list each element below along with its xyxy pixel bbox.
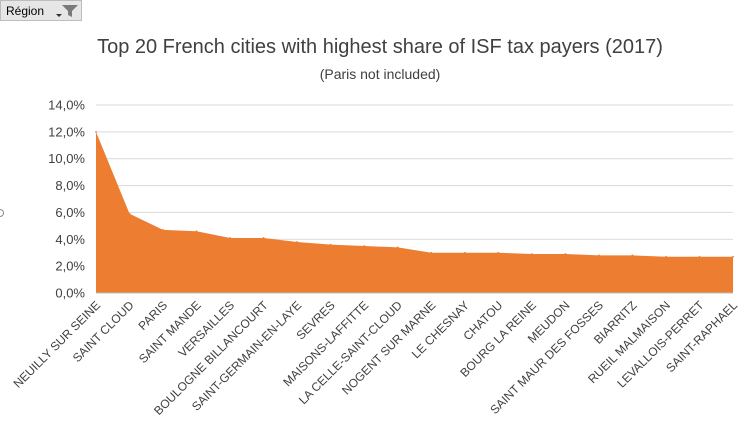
data-point [229,237,232,239]
data-point [530,253,533,255]
filter-funnel-icon [62,5,78,17]
data-point [665,255,667,258]
chart-subtitle: (Paris not included) [319,66,441,82]
y-tick-label: 10,0% [48,151,85,166]
data-point [463,251,466,254]
y-tick-label: 14,0% [48,98,85,113]
data-point [95,130,97,133]
data-point [430,251,433,254]
data-point [128,212,131,215]
x-tick-label: SAINT CLOUD [70,298,137,365]
data-point [396,246,399,249]
region-filter-label: Région [6,3,45,18]
data-point [329,243,332,246]
data-point [631,254,634,257]
data-point [497,251,500,254]
chart-title: Top 20 French cities with highest share … [97,36,663,58]
data-point [296,241,299,243]
data-point [162,228,164,231]
data-point [698,255,701,258]
y-tick-label: 12,0% [48,124,85,139]
region-filter-button[interactable]: Région [0,0,82,21]
area-series [96,131,733,293]
data-point [732,255,734,258]
data-point [195,230,198,233]
y-tick-label: 2,0% [55,259,85,274]
y-tick-label: 6,0% [55,205,85,220]
data-point [564,253,567,255]
y-tick-label: 4,0% [55,232,85,247]
data-point [363,245,366,247]
dropdown-arrow-icon [56,14,62,17]
data-point [597,254,600,257]
data-point [262,237,265,239]
y-tick-label: 0,0% [55,286,85,301]
y-tick-label: 8,0% [55,178,85,193]
